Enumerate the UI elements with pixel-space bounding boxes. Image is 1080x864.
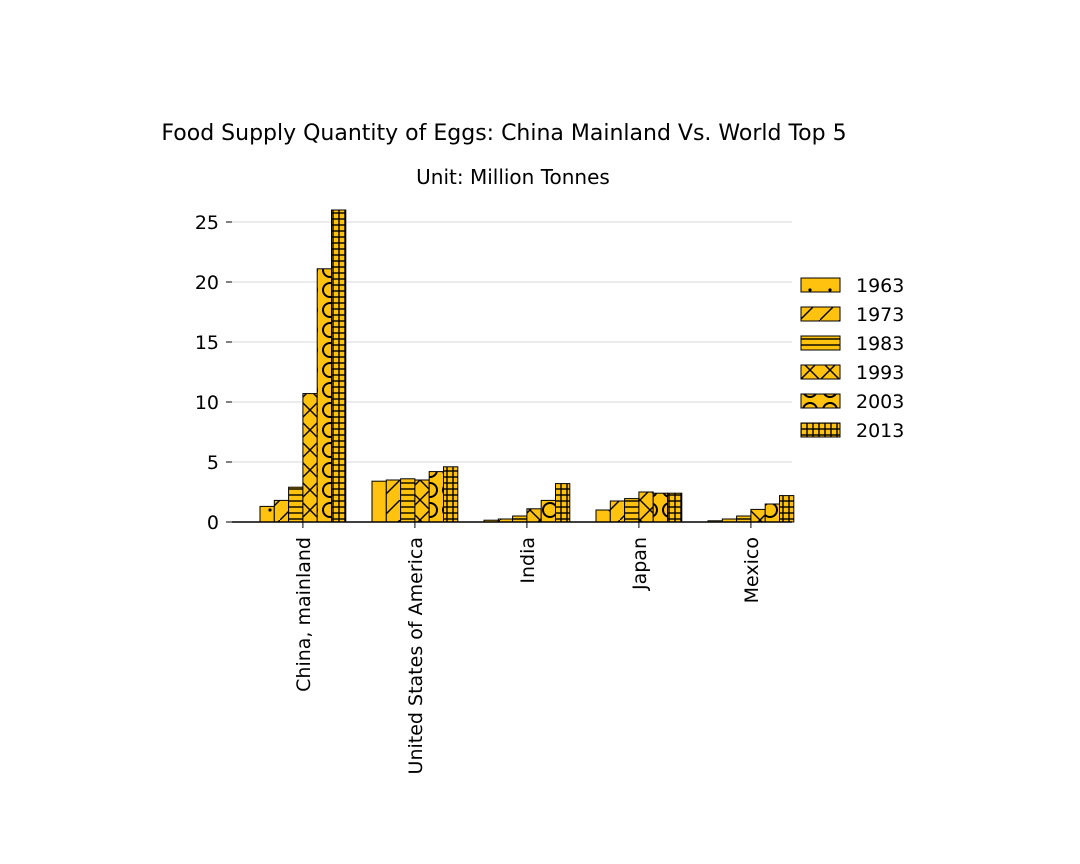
legend-label-1963: 1963 [856,275,904,297]
bar-2003-united-states-of-america [428,471,445,523]
x-tick-label: Mexico [741,537,763,603]
legend-label-1983: 1983 [856,333,904,355]
legend-label-2003: 2003 [856,391,904,413]
bar-2013-china-mainland [331,209,347,523]
bar-2003-india [540,499,557,523]
legend-swatch-2013 [800,422,841,438]
x-tick-label: Japan [629,537,651,591]
bar-2013-united-states-of-america [443,466,459,523]
y-tick-label: 0 [207,512,219,534]
bar-1983-united-states-of-america [400,478,416,523]
y-tick-label: 5 [207,452,219,474]
legend-swatch-2003 [800,393,841,409]
bar-1993-united-states-of-america [414,479,430,523]
bar-1983-mexico [736,515,752,523]
legend-label-1993: 1993 [856,362,904,384]
bar-1963-japan [595,509,611,523]
bar-1993-mexico [750,508,766,523]
bar-1983-china-mainland [288,486,304,523]
x-tick-label: United States of America [405,537,427,774]
chart-title: Food Supply Quantity of Eggs: China Main… [161,121,846,146]
y-tick-label: 15 [195,332,219,354]
legend-swatch-1963 [800,277,841,293]
chart-subtitle: Unit: Million Tonnes [416,165,610,189]
y-tick-label: 10 [195,392,219,414]
bar-1963-china-mainland [259,505,275,523]
legend-label-2013: 2013 [856,420,904,442]
bar-1973-japan [609,500,626,523]
legend-swatch-1993 [800,364,841,380]
bar-2013-mexico [779,495,795,523]
bars [259,209,795,523]
legend: 1963 1973 1983 1993 2003 2013 [800,275,904,442]
bar-1993-india [526,508,542,523]
bar-2003-mexico [764,503,781,523]
y-tick-label: 20 [195,272,219,294]
axes: 0 5 10 15 20 25 China, mainland United States o… [195,212,792,774]
legend-label-1973: 1973 [856,304,904,326]
bar-1983-india [512,515,528,523]
x-tick-label: China, mainland [293,537,315,692]
legend-swatch-1983 [800,335,841,351]
bar-1993-japan [638,491,654,523]
bar-1993-china-mainland [302,393,318,523]
bar-2003-china-mainland [316,268,333,523]
bar-1963-united-states-of-america [371,480,387,523]
bar-2013-japan [667,492,683,523]
bar-2013-india [555,483,571,523]
bar-2003-japan [652,492,669,523]
y-tick-label: 25 [195,212,219,234]
bar-1983-japan [624,498,640,523]
bar-1973-china-mainland [273,499,290,523]
legend-swatch-1973 [800,306,841,322]
x-tick-label: India [517,537,539,584]
bar-1973-united-states-of-america [385,479,402,523]
